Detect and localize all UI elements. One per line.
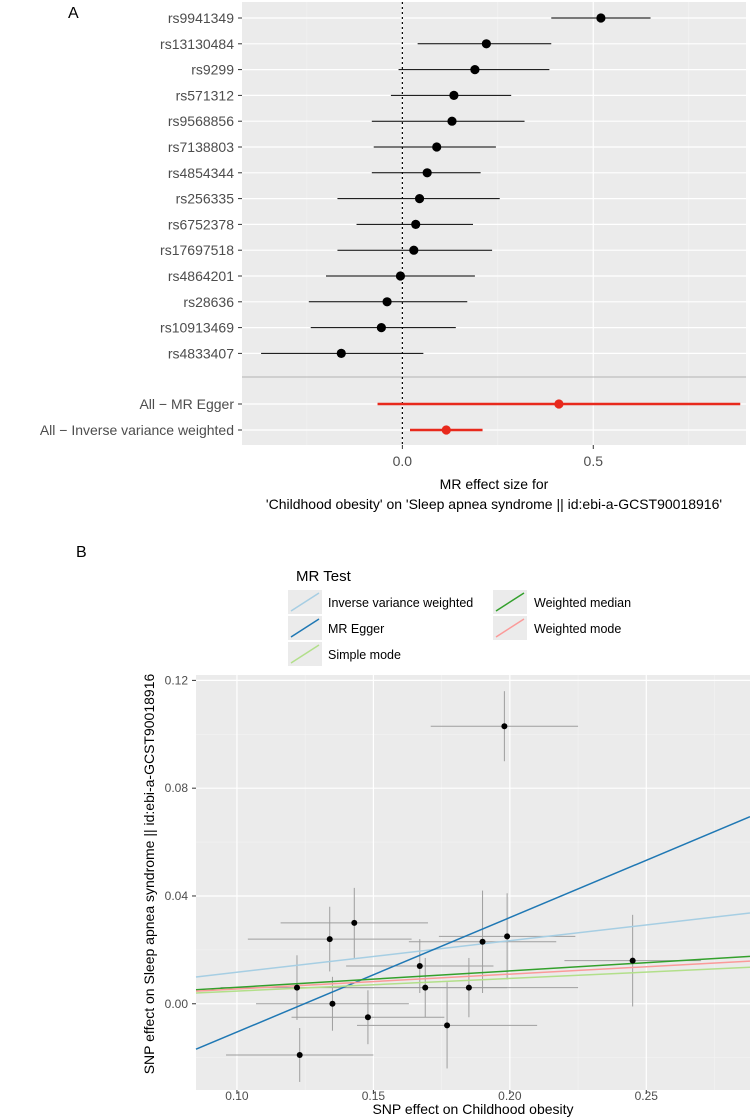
snp-label: rs4864201 (168, 268, 234, 284)
snp-label: rs9941349 (168, 10, 234, 26)
panel-b: B MR Test Inverse variance weighted Weigh… (76, 544, 750, 1117)
panel-b-background (196, 675, 750, 1090)
snp-label: rs7138803 (168, 139, 234, 155)
regression-line-ivw (195, 912, 750, 978)
legend-key-ivw (290, 592, 320, 612)
legend-label: MR Egger (328, 622, 384, 636)
x-tick-label: 0.0 (393, 453, 413, 469)
data-point (504, 933, 511, 940)
legend-label: Weighted median (534, 596, 631, 610)
snp-label: rs6752378 (168, 216, 234, 232)
x-tick-label: 0.15 (362, 1089, 386, 1103)
panel-a-x-axis-title-line1: MR effect size for (440, 476, 549, 492)
regression-line-simple-mode (195, 966, 750, 994)
panel-a-marks (261, 13, 741, 435)
panel-b-regression-lines (195, 816, 750, 1050)
snp-label: rs10913469 (160, 320, 234, 336)
snp-label: rs4833407 (168, 345, 234, 361)
regression-line-weighted-median (195, 955, 750, 991)
regression-line-weighted-mode (195, 960, 750, 992)
snp-label: rs256335 (176, 191, 235, 207)
panel-b-y-tick-labels: 0.00 0.04 0.08 0.12 (165, 673, 196, 1011)
snp-point (382, 297, 392, 307)
x-tick-label: 0.10 (225, 1089, 249, 1103)
panel-b-x-tick-labels: 0.10 0.15 0.20 0.25 (225, 1089, 658, 1103)
data-point (416, 963, 423, 970)
snp-label: rs9299 (191, 62, 234, 78)
data-point (364, 1014, 371, 1021)
snp-point (409, 245, 419, 255)
snp-point (449, 90, 459, 100)
panel-a-label: A (68, 5, 79, 22)
panel-a-background (242, 2, 746, 445)
panel-b-points (293, 723, 636, 1058)
summary-point (441, 425, 451, 435)
snp-point (376, 323, 386, 333)
data-point (293, 984, 300, 991)
snp-point (432, 142, 442, 152)
data-point (326, 936, 333, 943)
snp-label: rs4854344 (168, 165, 234, 181)
legend-key-weighted-mode (495, 618, 525, 638)
snp-point (395, 271, 406, 281)
panel-a-x-tick-labels: 0.0 0.5 (393, 445, 604, 469)
snp-label: rs9568856 (168, 113, 234, 129)
snp-point (481, 39, 491, 49)
data-point (479, 938, 486, 945)
data-point (422, 984, 429, 991)
snp-point (422, 168, 432, 178)
snp-point (336, 348, 346, 358)
snp-label: rs13130484 (160, 36, 234, 52)
snp-label: rs17697518 (160, 242, 234, 258)
snp-point (596, 13, 606, 23)
legend-label: Simple mode (328, 648, 401, 662)
panel-a-y-tick-labels: rs9941349 rs13130484 rs9299 rs571312 rs95688… (40, 10, 242, 438)
panel-b-x-axis-title: SNP effect on Childhood obesity (372, 1101, 573, 1117)
snp-point (447, 116, 457, 126)
data-point (629, 957, 636, 964)
panel-a-x-axis-title-line2: 'Childhood obesity' on 'Sleep apnea synd… (266, 496, 722, 512)
summary-label: All − Inverse variance weighted (40, 422, 234, 438)
legend-label: Weighted mode (534, 622, 621, 636)
legend-key-simple-mode (290, 644, 320, 664)
snp-point (411, 219, 421, 229)
data-point (501, 723, 508, 730)
y-tick-label: 0.00 (165, 997, 189, 1011)
snp-label: rs28636 (183, 294, 234, 310)
data-point (329, 1000, 336, 1007)
panel-b-y-axis-title: SNP effect on Sleep apnea syndrome || id… (141, 674, 157, 1075)
snp-point (414, 194, 425, 204)
x-tick-label: 0.20 (498, 1089, 522, 1103)
panel-b-label: B (76, 544, 87, 561)
summary-point (554, 399, 564, 409)
regression-line-mr-egger (195, 816, 750, 1050)
x-tick-label: 0.25 (635, 1089, 659, 1103)
snp-point (470, 65, 480, 75)
legend-key-mr-egger (290, 618, 320, 638)
legend-label: Inverse variance weighted (328, 596, 473, 610)
panel-a: A rs9941349 rs13130484 rs9299 rs571312 rs956… (40, 2, 746, 512)
data-point (465, 984, 472, 991)
data-point (444, 1022, 451, 1029)
snp-label: rs571312 (176, 87, 235, 103)
legend-key-weighted-median (495, 592, 525, 612)
legend: Inverse variance weighted Weighted median… (288, 590, 631, 666)
y-tick-label: 0.08 (165, 781, 189, 795)
y-tick-label: 0.04 (165, 889, 189, 903)
data-point (351, 919, 358, 926)
legend-title: MR Test (296, 568, 352, 585)
data-point (296, 1051, 303, 1058)
summary-label: All − MR Egger (139, 396, 234, 412)
y-tick-label: 0.12 (165, 673, 189, 687)
x-tick-label: 0.5 (584, 453, 604, 469)
